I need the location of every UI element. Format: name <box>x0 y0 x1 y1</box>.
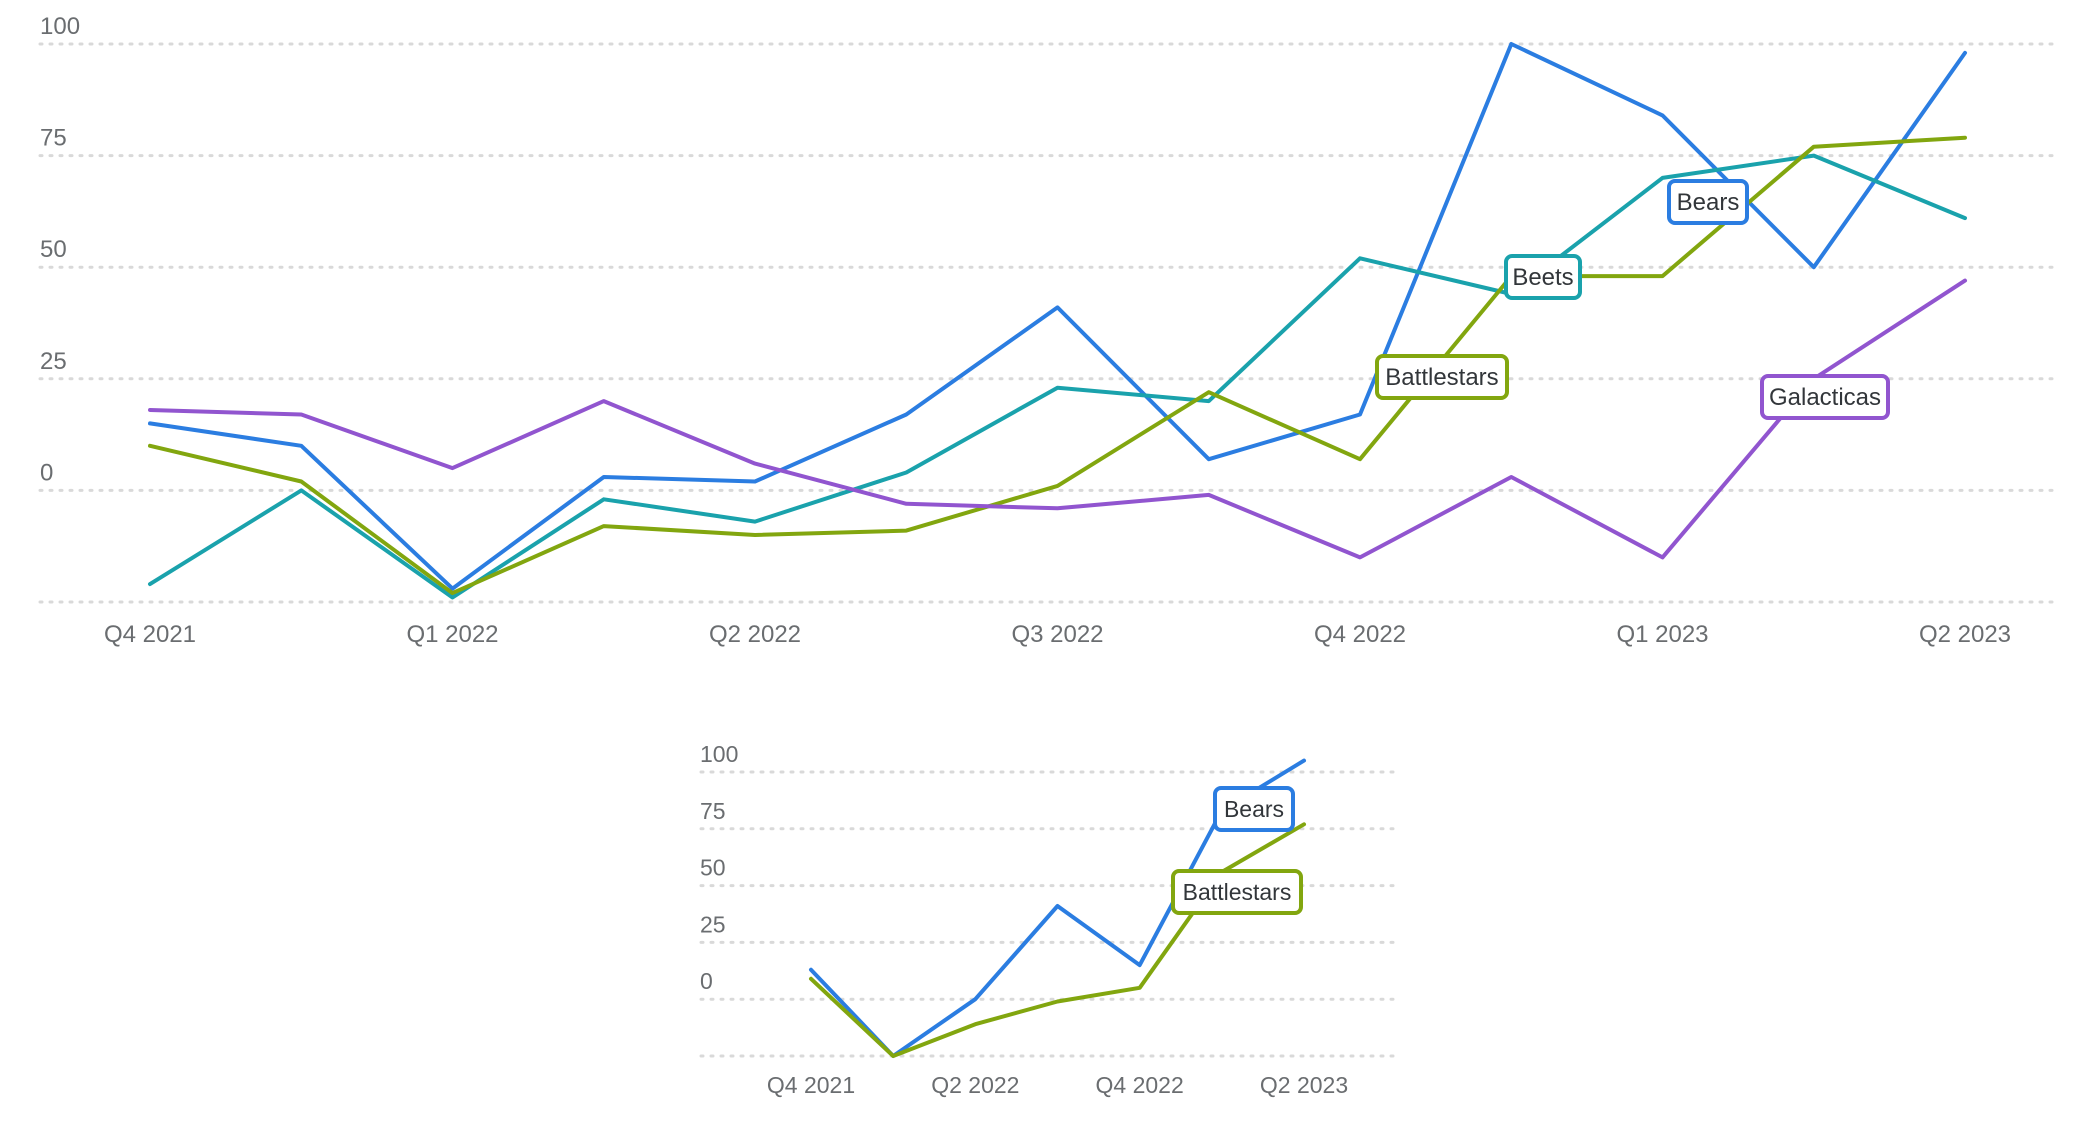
series-label-box-battlestars <box>1375 354 1509 400</box>
x-tick-label: Q1 2022 <box>406 621 498 648</box>
series-label-box-beets <box>1504 254 1582 300</box>
series-label-beets: Beets <box>1512 264 1573 291</box>
series-label-box-battlestars <box>1171 869 1303 915</box>
x-tick-label: Q2 2022 <box>709 621 801 648</box>
y-tick-label: 0 <box>700 968 713 994</box>
series-line-beets <box>148 153 1967 600</box>
x-tick-label: Q3 2022 <box>1011 621 1103 648</box>
x-tick-label: Q1 2023 <box>1616 621 1708 648</box>
y-tick-label: 25 <box>700 911 726 937</box>
x-tick-label: Q4 2022 <box>1096 1072 1184 1098</box>
series-label-box-bears <box>1667 179 1749 225</box>
y-tick-label: 50 <box>40 236 67 263</box>
main-line-chart: 100 75 50 25 0 Q4 2021 Q1 2022 Q2 2022 Q3 2022 Q4… <box>38 13 2057 648</box>
x-tick-label: Q4 2021 <box>767 1072 855 1098</box>
x-tick-label: Q4 2022 <box>1314 621 1406 648</box>
series-line-battlestars <box>148 135 1967 596</box>
series-label-box-galacticas <box>1760 374 1890 420</box>
y-tick-label: 75 <box>40 125 67 152</box>
x-tick-label: Q2 2023 <box>1260 1072 1348 1098</box>
x-tick-label: Q2 2022 <box>931 1072 1019 1098</box>
y-tick-label: 100 <box>700 741 738 767</box>
y-tick-label: 25 <box>40 348 67 375</box>
series-label-battlestars: Battlestars <box>1183 879 1292 905</box>
y-tick-label: 50 <box>700 855 726 881</box>
mini-line-chart: 100 75 50 25 0 Q4 2021 Q2 2022 Q4 2022 Q2 2023 Be… <box>699 741 1400 1098</box>
y-tick-label: 100 <box>40 13 80 40</box>
series-line-galacticas <box>148 278 1967 560</box>
series-label-box-bears <box>1213 786 1295 832</box>
y-tick-label: 0 <box>40 459 53 486</box>
series-label-battlestars: Battlestars <box>1385 364 1498 391</box>
series-label-bears: Bears <box>1224 796 1284 822</box>
y-tick-label: 75 <box>700 798 726 824</box>
series-line-bears <box>148 42 1967 591</box>
x-tick-label: Q4 2021 <box>104 621 196 648</box>
x-tick-label: Q2 2023 <box>1919 621 2011 648</box>
series-label-galacticas: Galacticas <box>1769 384 1881 411</box>
series-label-bears: Bears <box>1677 189 1740 216</box>
series-line-battlestars <box>809 822 1306 1058</box>
